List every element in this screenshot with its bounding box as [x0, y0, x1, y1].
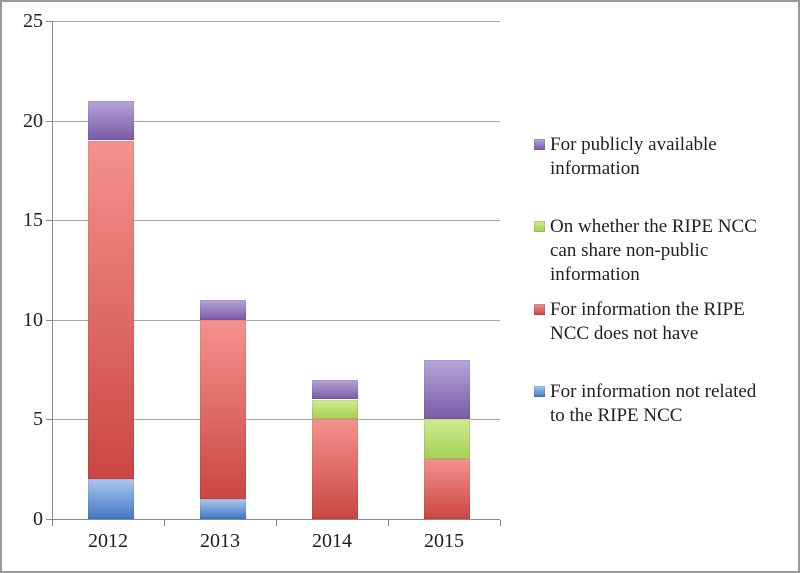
legend-label: On whether the RIPE NCC can share non-pu… [550, 216, 757, 285]
y-axis-tick [46, 320, 52, 321]
x-tick-label: 2015 [424, 530, 464, 552]
x-axis-line [52, 519, 500, 520]
bar-segment [88, 100, 134, 141]
y-tick-label: 20 [23, 110, 43, 132]
bar-segment [312, 419, 358, 519]
y-axis-tick [46, 220, 52, 221]
y-axis-tick [46, 519, 52, 520]
x-tick-label: 2012 [88, 530, 128, 552]
bar-segment [312, 379, 358, 400]
gridline-10 [52, 320, 500, 321]
gridline-25 [52, 21, 500, 22]
bar-segment [88, 140, 134, 480]
legend-item-blue: For information not related to the RIPE … [534, 380, 756, 428]
legend-swatch-green [534, 221, 545, 232]
y-tick-label: 5 [33, 408, 43, 430]
y-tick-label: 25 [23, 10, 43, 32]
legend-swatch-blue [534, 386, 545, 397]
x-axis-tick [388, 520, 389, 526]
y-tick-label: 0 [33, 508, 43, 530]
gridline-5 [52, 419, 500, 420]
x-tick-label: 2014 [312, 530, 352, 552]
y-axis-tick [46, 121, 52, 122]
legend-item-green: On whether the RIPE NCC can share non-pu… [534, 215, 757, 287]
y-tick-label: 15 [23, 209, 43, 231]
x-axis-tick [52, 520, 53, 526]
legend-label: For publicly available information [550, 134, 717, 179]
gridline-15 [52, 220, 500, 221]
legend-item-red: For information the RIPE NCC does not ha… [534, 298, 745, 346]
y-axis-tick [46, 21, 52, 22]
gridline-20 [52, 121, 500, 122]
legend-item-purple: For publicly available information [534, 133, 717, 181]
x-axis-tick [164, 520, 165, 526]
bar-segment [424, 359, 470, 420]
bar-segment [424, 419, 470, 460]
x-axis-tick [276, 520, 277, 526]
legend-label: For information the RIPE NCC does not ha… [550, 299, 745, 344]
y-axis-tick [46, 419, 52, 420]
x-axis-tick [500, 520, 501, 526]
bar-segment [200, 299, 246, 320]
legend-swatch-purple [534, 139, 545, 150]
bar-segment [88, 479, 134, 519]
legend-label: For information not related to the RIPE … [550, 381, 757, 426]
y-axis-line [52, 21, 53, 519]
y-tick-label: 10 [23, 309, 43, 331]
bar-segment [424, 459, 470, 519]
x-tick-label: 2013 [200, 530, 240, 552]
bar-segment [312, 399, 358, 420]
legend-swatch-red [534, 304, 545, 315]
bar-segment [200, 499, 246, 519]
bar-segment [200, 319, 246, 500]
